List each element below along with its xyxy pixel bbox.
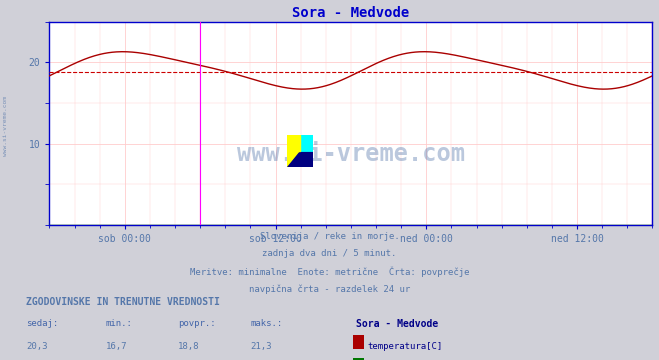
Text: 20,3: 20,3	[26, 342, 48, 351]
Text: navpična črta - razdelek 24 ur: navpična črta - razdelek 24 ur	[249, 284, 410, 293]
Polygon shape	[300, 135, 313, 151]
Text: Sora - Medvode: Sora - Medvode	[356, 319, 438, 329]
Text: temperatura[C]: temperatura[C]	[368, 342, 443, 351]
Title: Sora - Medvode: Sora - Medvode	[293, 6, 409, 21]
Text: 21,3: 21,3	[250, 342, 272, 351]
Text: www.si-vreme.com: www.si-vreme.com	[3, 96, 8, 156]
Text: ZGODOVINSKE IN TRENUTNE VREDNOSTI: ZGODOVINSKE IN TRENUTNE VREDNOSTI	[26, 297, 220, 307]
Polygon shape	[287, 135, 300, 151]
Polygon shape	[300, 135, 313, 151]
Polygon shape	[287, 135, 300, 151]
Text: min.:: min.:	[105, 319, 132, 328]
Text: 18,8: 18,8	[178, 342, 200, 351]
Polygon shape	[287, 151, 313, 167]
Text: sedaj:: sedaj:	[26, 319, 59, 328]
Text: Meritve: minimalne  Enote: metrične  Črta: povprečje: Meritve: minimalne Enote: metrične Črta:…	[190, 267, 469, 277]
Text: 16,7: 16,7	[105, 342, 127, 351]
Text: Slovenija / reke in morje.: Slovenija / reke in morje.	[260, 232, 399, 241]
Text: povpr.:: povpr.:	[178, 319, 215, 328]
Text: www.si-vreme.com: www.si-vreme.com	[237, 142, 465, 166]
Text: maks.:: maks.:	[250, 319, 283, 328]
Text: zadnja dva dni / 5 minut.: zadnja dva dni / 5 minut.	[262, 249, 397, 258]
Polygon shape	[300, 135, 313, 151]
Polygon shape	[287, 135, 300, 167]
